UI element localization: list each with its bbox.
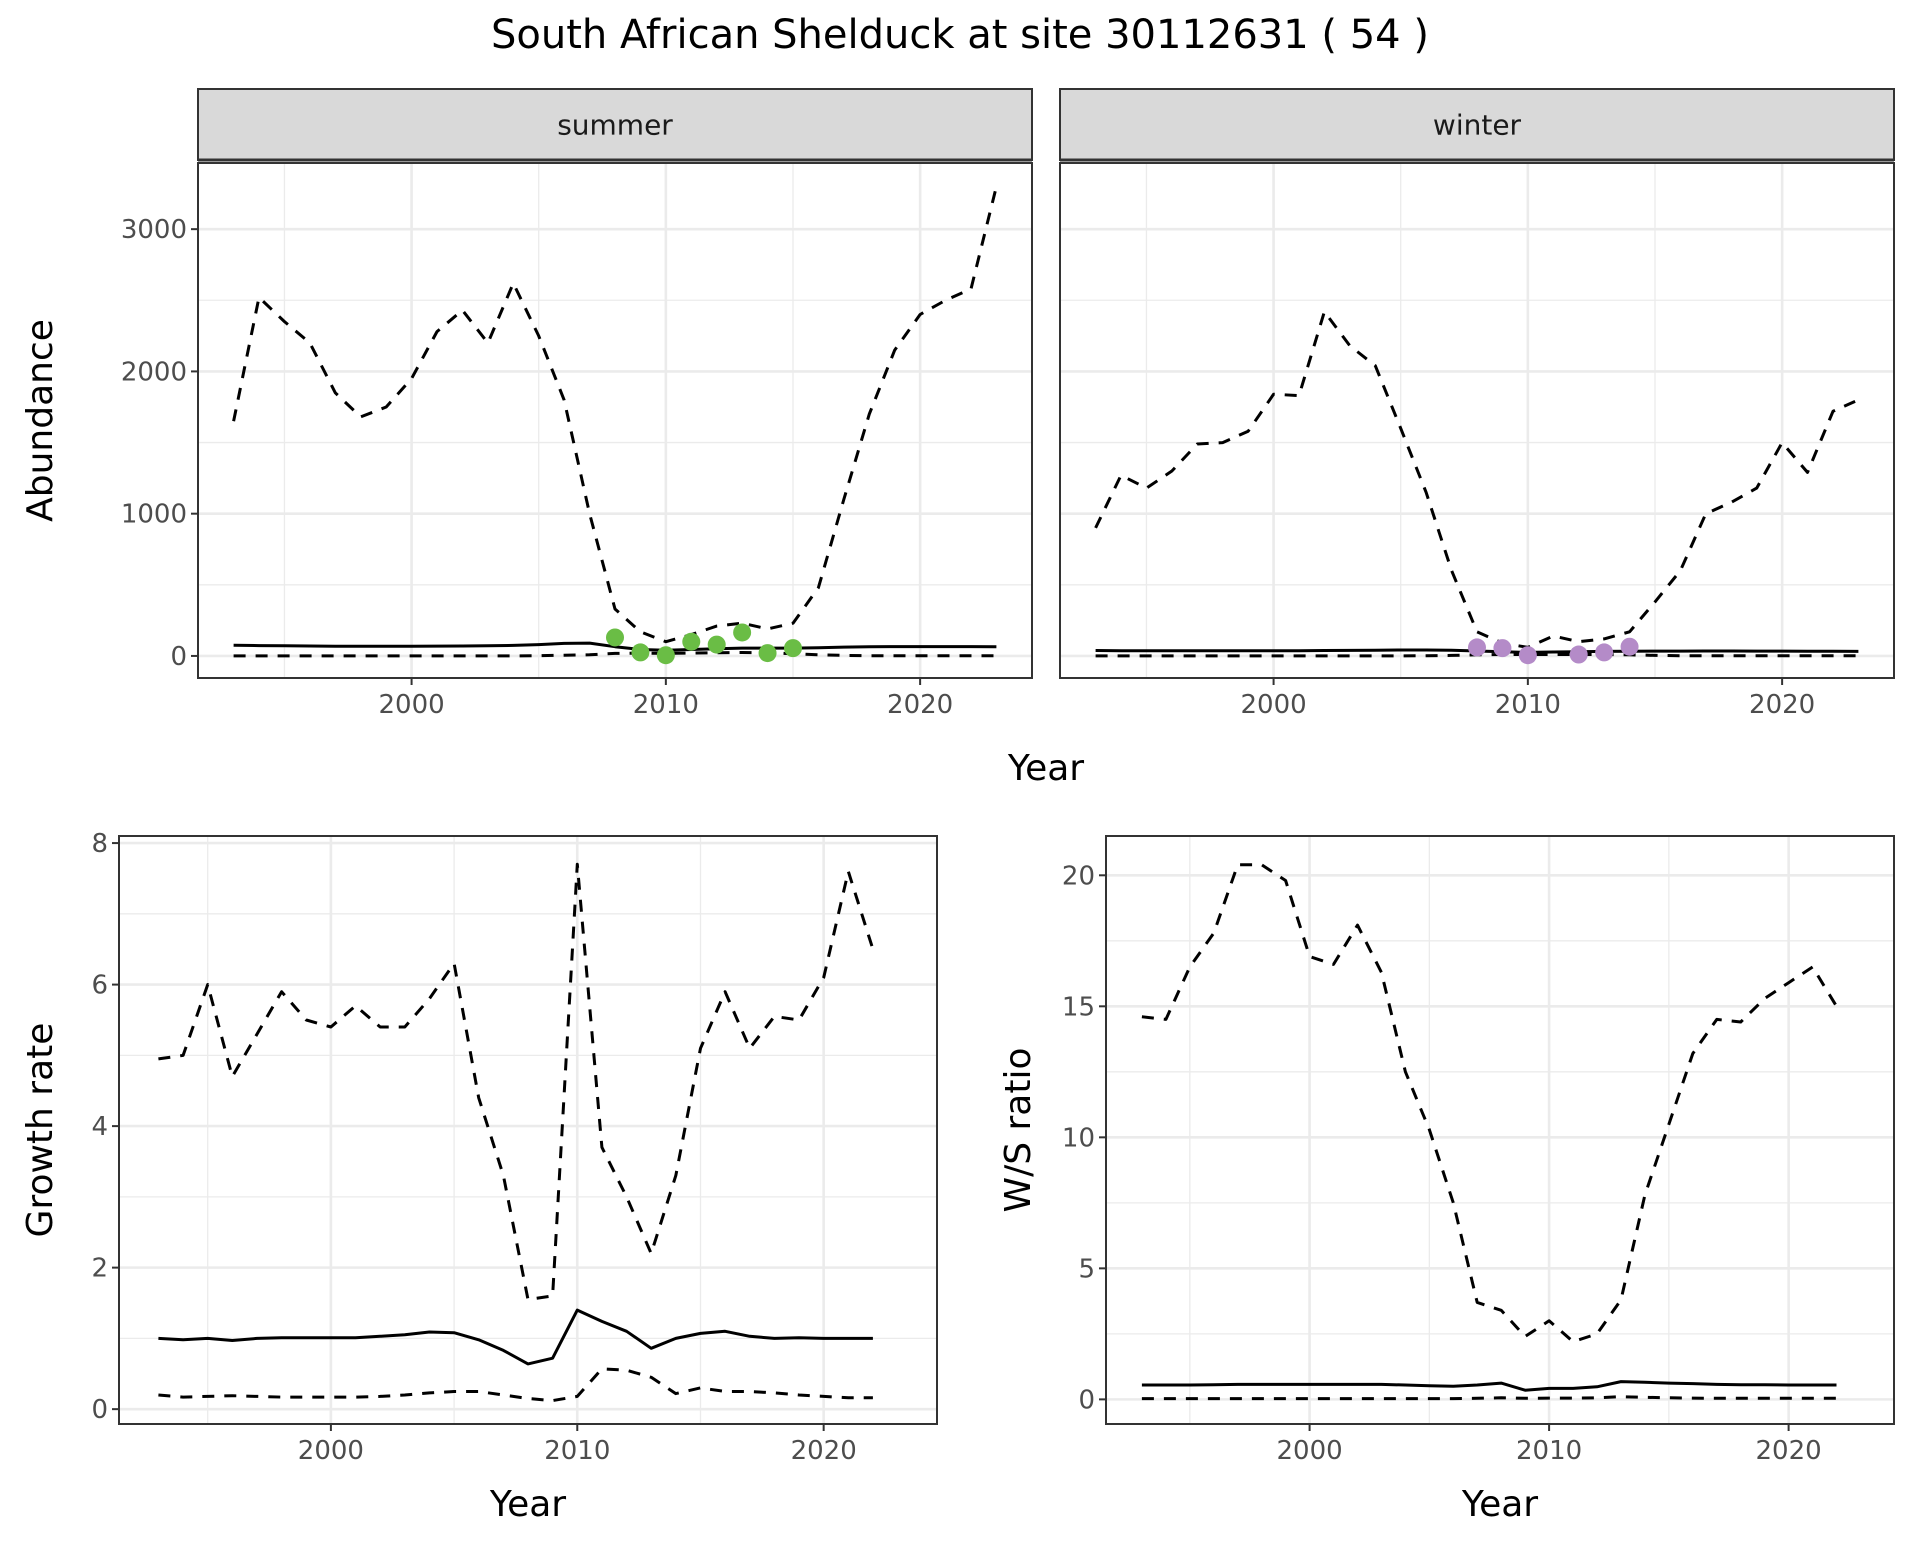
y-tick-label: 4 xyxy=(91,1112,108,1142)
x-tick-label: 2010 xyxy=(1495,690,1561,720)
x-tick-label: 2000 xyxy=(298,1436,364,1466)
dashed-series-line xyxy=(158,862,875,1301)
data-point xyxy=(1468,638,1486,657)
x-tick-label: 2020 xyxy=(1756,1436,1822,1466)
x-tick-label: 2000 xyxy=(378,690,444,720)
x-axis-title: Year xyxy=(489,1484,566,1525)
data-point xyxy=(758,644,777,663)
panel-ws-ratio: 2000 2010 2020 0 5 10 15 20 Year W/S ratio xyxy=(998,835,1895,1525)
x-tick-label: 2010 xyxy=(1516,1436,1582,1466)
y-tick-label: 5 xyxy=(1078,1254,1095,1284)
x-axis-title: Year xyxy=(1007,748,1084,789)
data-point xyxy=(1518,646,1537,665)
y-tick-label: 2 xyxy=(91,1254,108,1284)
dashed-series-line xyxy=(1141,1395,1837,1401)
data-point xyxy=(1620,637,1639,656)
y-axis-title: Abundance xyxy=(20,319,61,522)
panel-growth-rate: 2000 2010 2020 0 2 4 6 8 Year Growth rate xyxy=(20,829,938,1525)
dashed-series-line xyxy=(1141,863,1838,1344)
data-point xyxy=(682,632,701,651)
data-point xyxy=(631,643,650,662)
dashed-series-line xyxy=(158,1367,873,1403)
chart-title: South African Shelduck at site 30112631 … xyxy=(491,12,1429,58)
y-tick-label: 3000 xyxy=(121,215,187,245)
solid-series-line xyxy=(233,641,997,652)
x-tick-label: 2000 xyxy=(1277,1436,1343,1466)
y-axis-title: Growth rate xyxy=(20,1023,61,1238)
y-tick-label: 0 xyxy=(170,642,187,672)
y-tick-label: 0 xyxy=(1078,1385,1095,1415)
solid-series-line xyxy=(1141,1380,1837,1392)
solid-series-line xyxy=(158,1308,873,1366)
panel-border xyxy=(118,835,938,1425)
y-tick-label: 6 xyxy=(91,971,108,1001)
dashed-series-line xyxy=(232,186,998,644)
facet-label: summer xyxy=(557,109,673,142)
data-point xyxy=(606,628,624,647)
facet-strip xyxy=(197,88,1033,161)
panel-border xyxy=(197,162,1033,679)
data-point xyxy=(656,646,675,665)
x-tick-label: 2020 xyxy=(1749,690,1815,720)
y-tick-label: 1000 xyxy=(121,500,187,530)
facet-strip xyxy=(1059,88,1895,161)
data-point xyxy=(783,639,802,658)
dashed-series-line xyxy=(1094,310,1860,649)
panel-summer: summer 2000 2010 2020 0 1000 2000 3000 Year Abund… xyxy=(20,88,1084,789)
data-point xyxy=(1569,645,1588,664)
data-point xyxy=(1595,643,1614,662)
y-tick-label: 8 xyxy=(91,829,108,859)
data-point xyxy=(733,623,752,642)
x-tick-label: 2010 xyxy=(544,1436,610,1466)
data-point xyxy=(1493,639,1512,658)
panel-border xyxy=(1105,835,1895,1425)
panel-border xyxy=(1059,162,1895,679)
x-tick-label: 2010 xyxy=(633,690,699,720)
x-tick-label: 2020 xyxy=(887,690,953,720)
data-point xyxy=(707,635,726,654)
y-axis-title: W/S ratio xyxy=(998,1047,1039,1212)
x-tick-label: 2020 xyxy=(791,1436,857,1466)
dashed-series-line xyxy=(233,651,997,658)
y-tick-label: 20 xyxy=(1062,861,1095,891)
panel-winter: winter 2000 2010 2020 xyxy=(1059,88,1895,720)
x-axis-title: Year xyxy=(1461,1484,1538,1525)
y-tick-label: 2000 xyxy=(121,357,187,387)
y-tick-label: 10 xyxy=(1062,1123,1095,1153)
facet-label: winter xyxy=(1433,109,1522,142)
y-tick-label: 0 xyxy=(91,1395,108,1425)
x-tick-label: 2000 xyxy=(1240,690,1306,720)
y-tick-label: 15 xyxy=(1062,992,1095,1022)
